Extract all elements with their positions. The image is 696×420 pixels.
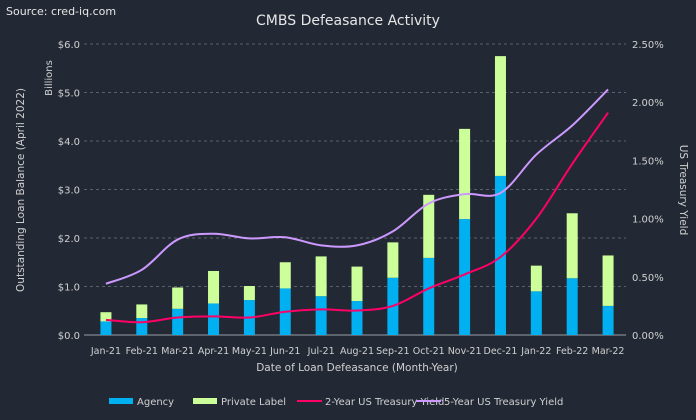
- y-tick-label: $6.0: [58, 40, 80, 51]
- bar-private-label: [172, 287, 184, 309]
- x-tick-label: Sep-21: [376, 346, 409, 357]
- y-tick-label: $2.0: [58, 234, 80, 245]
- y-tick-label: $1.0: [58, 283, 80, 294]
- bar-private-label: [459, 128, 471, 220]
- y-tick-label: $3.0: [58, 186, 80, 197]
- bar-agency: [315, 296, 327, 335]
- bar-private-label: [136, 304, 148, 319]
- x-tick-label: Jul-21: [307, 346, 335, 357]
- y-tick-label: $5.0: [58, 89, 80, 100]
- bar-agency: [530, 291, 542, 335]
- bar-agency: [172, 308, 184, 335]
- x-tick-label: Nov-21: [448, 346, 482, 357]
- x-axis-label: Date of Loan Defeasance (Month-Year): [256, 362, 458, 374]
- legend-label: 2-Year US Treasury Yield: [325, 397, 444, 408]
- y-tick-label: $0.0: [58, 331, 80, 342]
- bar-private-label: [494, 56, 506, 176]
- legend-label: Agency: [137, 397, 174, 408]
- bar-private-label: [208, 270, 220, 304]
- x-tick-label: Jan-22: [520, 346, 551, 357]
- x-tick-label: Jun-21: [269, 346, 300, 357]
- y2-tick-label: 1.00%: [632, 215, 664, 226]
- bar-agency: [208, 303, 220, 335]
- x-tick-label: Jan-21: [90, 346, 121, 357]
- x-tick-label: Mar-22: [592, 346, 625, 357]
- bar-agency: [494, 175, 506, 335]
- bar-private-label: [566, 213, 578, 279]
- line-2-year-us-treasury-yield: [105, 112, 609, 324]
- bar-agency: [136, 318, 148, 335]
- bar-private-label: [387, 242, 399, 278]
- bar-private-label: [423, 194, 435, 258]
- x-tick-label: Aug-21: [340, 346, 374, 357]
- x-tick-label: Feb-22: [556, 346, 588, 357]
- y-axis-units: Billions: [44, 60, 55, 96]
- y2-axis-label: US Treasury Yield: [677, 145, 689, 236]
- chart-title: CMBS Defeasance Activity: [256, 13, 440, 29]
- bar-agency: [459, 219, 471, 335]
- x-tick-label: Dec-21: [484, 346, 518, 357]
- y-axis-label: Outstanding Loan Balance (April 2022): [15, 88, 27, 292]
- x-tick-label: May-21: [232, 346, 267, 357]
- y2-tick-label: 0.00%: [632, 331, 664, 342]
- bar-private-label: [243, 286, 255, 301]
- x-tick-label: Apr-21: [198, 346, 229, 357]
- bar-private-label: [602, 255, 614, 306]
- bar-private-label: [100, 312, 112, 322]
- legend-label: 5-Year US Treasury Yield: [444, 397, 563, 408]
- bar-private-label: [279, 262, 291, 289]
- x-tick-label: Oct-21: [413, 346, 445, 357]
- legend-swatch: [109, 398, 133, 404]
- bar-private-label: [351, 266, 363, 302]
- line-5-year-us-treasury-yield: [105, 88, 609, 285]
- bar-agency: [423, 257, 435, 335]
- legend-label: Private Label: [221, 397, 286, 408]
- bar-agency: [100, 321, 112, 335]
- source-note: Source: cred-iq.com: [6, 5, 116, 18]
- bar-agency: [351, 301, 363, 335]
- y2-tick-label: 1.50%: [632, 156, 664, 167]
- bar-agency: [602, 305, 614, 335]
- y2-tick-label: 2.00%: [632, 98, 664, 109]
- bar-private-label: [315, 256, 327, 297]
- y2-tick-label: 2.50%: [632, 40, 664, 51]
- y2-tick-label: 0.50%: [632, 273, 664, 284]
- x-tick-label: Feb-21: [126, 346, 158, 357]
- x-tick-label: Mar-21: [161, 346, 194, 357]
- legend-swatch: [193, 398, 217, 404]
- y-tick-label: $4.0: [58, 137, 80, 148]
- bar-private-label: [530, 265, 542, 292]
- bar-agency: [566, 278, 578, 335]
